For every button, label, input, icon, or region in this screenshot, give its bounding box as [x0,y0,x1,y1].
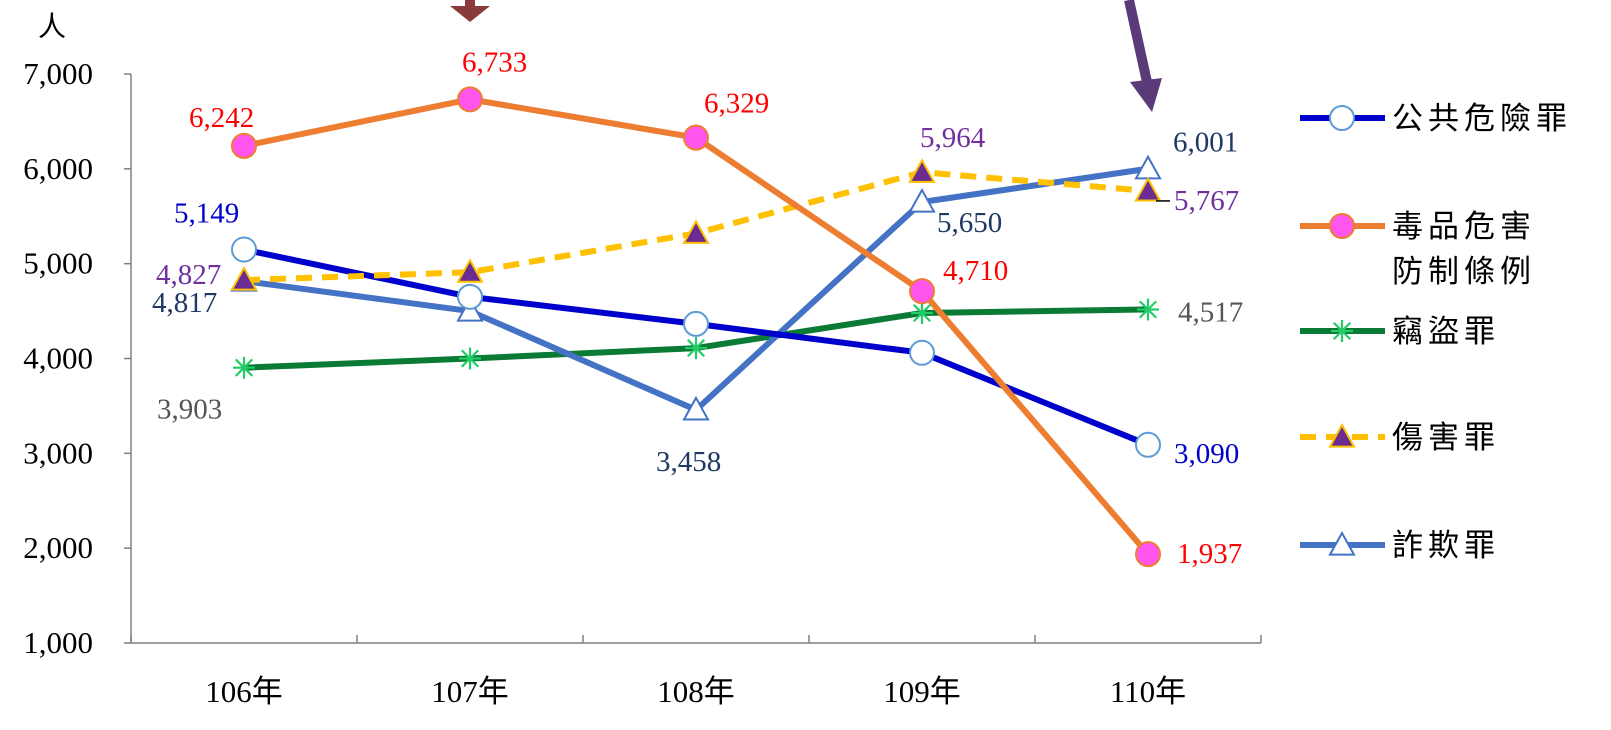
legend-item: 傷害罪 [1300,420,1500,455]
data-point [231,132,257,159]
y-tick-label: 1,000 [23,625,93,660]
legend-label: 傷害罪 [1392,420,1500,455]
y-tick-label: 7,000 [23,56,93,91]
annotation-arrow-1 [450,0,490,22]
data-point [1135,431,1161,458]
legend-item: 詐欺罪 [1300,528,1500,563]
series-line [243,165,1149,413]
data-point [685,337,707,360]
data-point [231,236,257,263]
y-tick-label: 4,000 [23,341,93,376]
data-point [682,395,710,421]
y-tick-labels: 1,000 2,000 3,000 4,000 5,000 6,000 7,000 [23,56,93,660]
data-point [683,310,709,337]
legend-swatch-marker [1328,422,1356,448]
legend-label: 詐欺罪 [1392,528,1500,563]
data-point [683,124,709,151]
data-label: 4,710 [943,255,1008,287]
legend-label: 毒品危害 [1392,209,1536,244]
data-point [911,301,933,324]
data-point [1134,176,1162,202]
annotation-arrow-2 [1124,0,1162,112]
data-point [230,266,258,291]
data-label: 4,817 [152,287,217,319]
legend-swatch-marker [1331,320,1353,342]
y-tick-label: 5,000 [23,246,93,281]
y-tick-label: 2,000 [23,530,93,565]
legend-label: 防制條例 [1392,254,1536,289]
data-point [682,219,710,244]
x-tick-label: 109年 [883,674,961,709]
data-point [1137,298,1159,321]
data-point [457,86,483,113]
legend-swatch-marker [1329,213,1355,239]
y-axis-unit: 人 [38,12,66,43]
data-label: 6,329 [704,88,769,120]
x-tick-label: 110年 [1110,674,1186,709]
axes [124,73,1262,644]
x-tick-label: 107年 [431,674,509,709]
data-label: 5,650 [937,207,1002,239]
data-point [456,258,484,283]
x-tick-labels: 106年 107年 108年 109年 110年 [205,674,1186,709]
x-tick-label: 108年 [657,674,735,709]
data-point [1135,541,1161,568]
data-point [908,158,936,183]
data-point [909,278,935,305]
data-label: 6,001 [1173,127,1238,159]
y-tick-label: 6,000 [23,151,93,186]
legend-swatch-marker [1329,105,1355,131]
data-label: 6,733 [462,46,527,78]
data-label: 3,903 [157,394,222,426]
series-markers [230,86,1162,568]
data-label: 4,517 [1178,296,1243,328]
data-point [909,339,935,366]
data-label: 5,964 [920,122,986,154]
legend-label: 竊盜罪 [1392,314,1500,349]
data-label: 1,937 [1177,538,1242,570]
data-labels: 5,149 3,090 6,242 6,733 6,329 4,710 1,937 3,903… [152,46,1243,570]
x-tick-label: 106年 [205,674,283,709]
data-label: 3,090 [1174,438,1239,470]
data-label: 5,767 [1174,185,1239,217]
data-label: 6,242 [189,102,254,134]
legend-item: 公共危險罪 [1300,101,1572,136]
data-point [457,283,483,310]
data-label: 3,458 [656,446,721,478]
y-tick-label: 3,000 [23,435,93,470]
legend-swatch-marker [1328,530,1356,556]
data-point [456,297,484,322]
legend-item: 竊盜罪 [1300,314,1500,349]
data-point [908,187,936,213]
legend-label: 公共危險罪 [1392,101,1572,136]
data-label: 4,827 [156,259,221,291]
data-point [233,356,255,379]
data-point [459,347,481,370]
data-label: 5,149 [174,198,239,230]
